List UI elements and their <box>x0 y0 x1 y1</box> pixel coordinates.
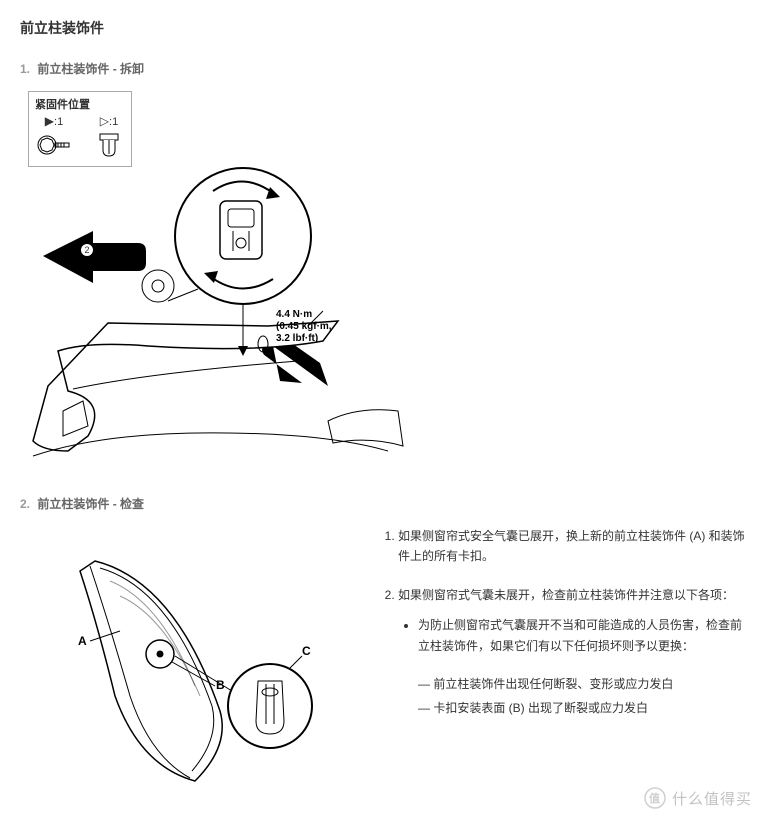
section1-heading: 1. 前立柱装饰件 - 拆卸 <box>20 60 746 77</box>
section2-text: 如果侧窗帘式安全气囊已展开，换上新的前立柱装饰件 (A) 和装饰件上的所有卡扣。… <box>380 526 746 737</box>
inspect-step-2: 如果侧窗帘式气囊未展开，检查前立柱装饰件并注意以下各项： 为防止侧窗帘式气囊展开… <box>398 585 746 719</box>
section2-row: A B C 如果侧窗帘式安全气囊已展开，换上新的前立柱装饰件 (A) 和装饰件上… <box>20 526 746 796</box>
section2-figure: A B C <box>20 526 350 796</box>
inspection-diagram <box>20 556 350 796</box>
page-title: 前立柱装饰件 <box>20 18 746 38</box>
torque-l1: 4.4 N·m <box>276 309 332 321</box>
removal-diagram <box>28 91 408 471</box>
section2-num: 2. <box>20 497 30 511</box>
watermark-text: 什么值得买 <box>672 788 752 809</box>
section2-text: 前立柱装饰件 - 检查 <box>37 497 144 511</box>
label-a: A <box>78 634 87 648</box>
torque-l3: 3.2 lbf·ft) <box>276 333 332 345</box>
page-root: 前立柱装饰件 1. 前立柱装饰件 - 拆卸 紧固件位置 ▶:1 <box>0 0 766 816</box>
svg-text:值: 值 <box>649 791 661 805</box>
watermark: 值 什么值得买 <box>644 787 752 809</box>
section1-num: 1. <box>20 62 30 76</box>
torque-spec: 4.4 N·m (0.45 kgf·m, 3.2 lbf·ft) <box>276 309 332 345</box>
inspect-step-1: 如果侧窗帘式安全气囊已展开，换上新的前立柱装饰件 (A) 和装饰件上的所有卡扣。 <box>398 526 746 567</box>
section2-heading: 2. 前立柱装饰件 - 检查 <box>20 495 746 512</box>
inspect-dash-1: 前立柱装饰件出现任何断裂、变形或应力发白 <box>418 674 746 694</box>
inspect-list: 如果侧窗帘式安全气囊已展开，换上新的前立柱装饰件 (A) 和装饰件上的所有卡扣。… <box>380 526 746 719</box>
inspect-bullet-1: 为防止侧窗帘式气囊展开不当和可能造成的人员伤害，检查前立柱装饰件，如果它们有以下… <box>418 615 746 656</box>
label-b: B <box>216 678 225 692</box>
section1-text: 前立柱装饰件 - 拆卸 <box>37 62 144 76</box>
watermark-logo-icon: 值 <box>644 787 666 809</box>
inspect-step-2-text: 如果侧窗帘式气囊未展开，检查前立柱装饰件并注意以下各项： <box>398 588 734 602</box>
section1-figure: 紧固件位置 ▶:1 ▷:1 <box>28 91 746 471</box>
callout-2: 2 <box>80 243 94 257</box>
inspect-dashes: 前立柱装饰件出现任何断裂、变形或应力发白 卡扣安装表面 (B) 出现了断裂或应力… <box>398 674 746 719</box>
label-c: C <box>302 644 311 658</box>
torque-l2: (0.45 kgf·m, <box>276 321 332 333</box>
inspect-bullets: 为防止侧窗帘式气囊展开不当和可能造成的人员伤害，检查前立柱装饰件，如果它们有以下… <box>398 615 746 656</box>
inspect-dash-2: 卡扣安装表面 (B) 出现了断裂或应力发白 <box>418 698 746 718</box>
